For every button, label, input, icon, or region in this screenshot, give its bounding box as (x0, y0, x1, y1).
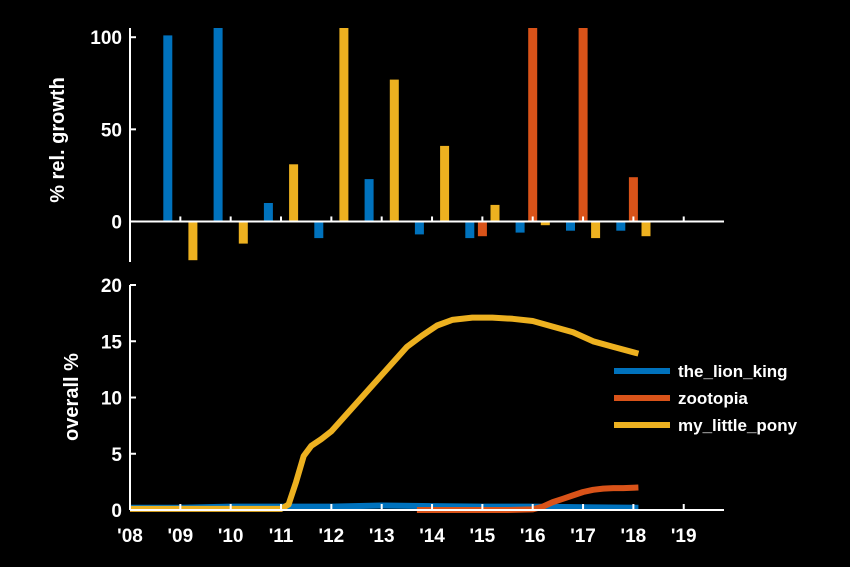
bottom-x-tick-label: '12 (319, 526, 345, 547)
top-y-axis-label: % rel. growth (47, 77, 69, 203)
top-y-tick-label: 100 (90, 28, 122, 49)
bottom-y-tick-label: 0 (111, 501, 122, 522)
bar-the-lion-king-2 (213, 28, 223, 222)
bottom-x-tick-label: '09 (168, 526, 194, 547)
bar-my-little-pony-11 (440, 145, 450, 222)
bottom-y-tick-label: 10 (101, 389, 122, 410)
bar-the-lion-king-18 (566, 221, 575, 231)
bar-zootopia-19 (578, 28, 588, 222)
legend-label-the-lion-king: the_lion_king (678, 362, 788, 381)
legend-label-zootopia: zootopia (678, 389, 748, 408)
bottom-x-tick-label: '17 (570, 526, 596, 547)
bottom-x-tick-label: '16 (520, 526, 546, 547)
bar-my-little-pony-20 (591, 221, 601, 239)
bar-my-little-pony-3 (238, 221, 248, 244)
top-y-tick-label: 0 (111, 212, 122, 233)
top-y-tick-label: 50 (101, 120, 122, 141)
legend-label-my-little-pony: my_little_pony (678, 416, 798, 435)
bottom-x-tick-label: '10 (218, 526, 244, 547)
bar-zootopia-13 (477, 221, 487, 237)
bottom-y-tick-label: 15 (101, 332, 123, 353)
bar-my-little-pony-17 (540, 221, 550, 226)
bar-my-little-pony-5 (289, 164, 299, 222)
bar-the-lion-king-15 (515, 221, 525, 233)
bar-my-little-pony-14 (490, 204, 500, 222)
bar-zootopia-16 (528, 28, 538, 222)
bar-the-lion-king-8 (364, 179, 374, 222)
bottom-x-tick-label: '14 (419, 526, 445, 547)
bottom-x-tick-label: '19 (671, 526, 697, 547)
bar-the-lion-king-10 (414, 221, 424, 235)
bar-the-lion-king-21 (616, 221, 626, 231)
bottom-y-tick-label: 20 (101, 276, 122, 297)
bar-the-lion-king-0 (163, 35, 173, 222)
growth-bar-chart: % rel. growth 0 50 100 (47, 28, 724, 262)
bottom-x-tick-label: '15 (470, 526, 496, 547)
bar-the-lion-king-6 (314, 221, 324, 239)
bottom-x-tick-label: '18 (621, 526, 647, 547)
bottom-x-tick-label: '13 (369, 526, 395, 547)
overall-line-chart: overall % 0 5 10 15 20 '08 '09 '10 '11 '12 '13 '14 '… (61, 276, 798, 547)
bar-zootopia-22 (628, 177, 638, 222)
bar-my-little-pony-23 (641, 221, 651, 237)
bottom-y-tick-label: 5 (111, 445, 122, 466)
bar-the-lion-king-4 (263, 203, 273, 222)
bottom-y-axis-label: overall % (61, 353, 83, 441)
bar-my-little-pony-9 (389, 79, 399, 222)
bottom-x-tick-label: '08 (117, 526, 143, 547)
bar-the-lion-king-12 (465, 221, 475, 239)
bar-my-little-pony-1 (188, 221, 198, 261)
bottom-x-tick-label: '11 (269, 526, 294, 547)
bar-my-little-pony-7 (339, 28, 349, 222)
line-my-little-pony (130, 314, 640, 512)
